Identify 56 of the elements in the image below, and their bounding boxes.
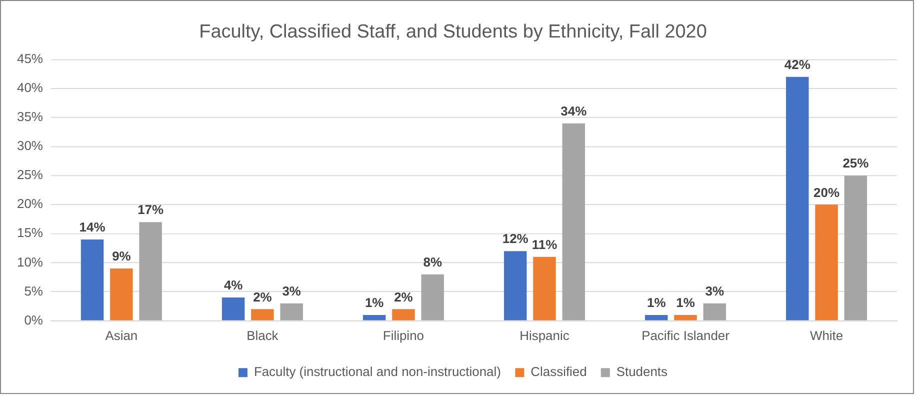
bar [504, 251, 527, 320]
bar [674, 314, 697, 320]
bar [280, 303, 303, 320]
data-label: 8% [423, 254, 442, 270]
data-label: 20% [814, 184, 840, 200]
bar [421, 274, 444, 320]
data-label: 14% [79, 220, 106, 235]
data-label: 1% [646, 295, 666, 310]
bar [815, 204, 838, 320]
x-tick-label: Pacific Islander [642, 328, 730, 344]
data-label: 12% [502, 231, 529, 246]
legend-label: Students [616, 364, 668, 380]
bar [362, 314, 386, 320]
bar [251, 309, 274, 320]
data-label: 34% [560, 104, 588, 118]
y-tick-label: 30% [16, 138, 44, 154]
data-label: 3% [705, 283, 725, 298]
bar [786, 76, 809, 320]
x-tick-label: Asian [105, 328, 138, 344]
data-label: 2% [253, 289, 272, 304]
bar [644, 314, 668, 320]
bar [533, 256, 556, 320]
y-tick-label: 0% [24, 312, 44, 328]
y-tick-label: 10% [16, 254, 44, 270]
bar [139, 222, 162, 320]
data-label: 3% [282, 283, 302, 298]
x-tick-label: White [810, 328, 844, 344]
chart-title: Faculty, Classified Staff, and Students by Ethnicity, Fall 2020 [199, 21, 707, 42]
bar [844, 176, 868, 320]
y-tick-label: 45% [16, 51, 44, 66]
data-label: 11% [532, 237, 558, 252]
data-label: 25% [842, 156, 870, 171]
bar [222, 298, 245, 320]
x-tick-label: Hispanic [520, 328, 570, 344]
data-label: 17% [138, 202, 164, 218]
data-label: 1% [676, 295, 696, 310]
bar [110, 268, 133, 320]
legend-label: Faculty (instructional and non-instructional) [254, 364, 501, 380]
y-tick-label: 35% [16, 109, 44, 124]
bar [392, 309, 415, 320]
y-tick-label: 15% [16, 225, 44, 240]
y-tick-label: 20% [16, 196, 44, 212]
y-tick-label: 25% [16, 167, 44, 182]
legend-label: Classified [530, 364, 587, 380]
data-label: 2% [394, 289, 414, 304]
data-label: 42% [784, 57, 811, 72]
data-label: 9% [112, 248, 132, 264]
bar [80, 239, 104, 320]
data-label: 1% [364, 295, 384, 310]
bar [703, 303, 726, 320]
x-tick-label: Black [246, 328, 279, 344]
y-tick-label: 5% [24, 283, 44, 298]
data-label: 4% [224, 278, 244, 293]
bar [562, 123, 585, 320]
x-tick-label: Filipino [382, 328, 424, 344]
y-tick-label: 40% [16, 80, 44, 96]
